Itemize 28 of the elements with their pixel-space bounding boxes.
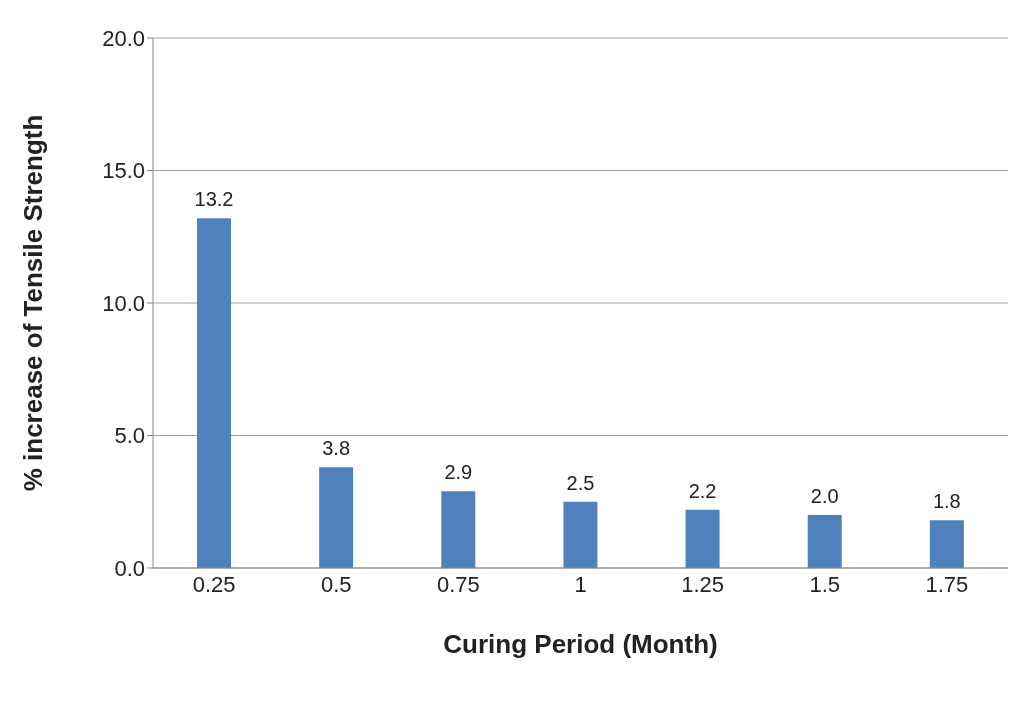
data-label: 2.9 <box>444 461 473 484</box>
x-tick-label: 1.75 <box>925 571 969 597</box>
bar <box>197 218 231 568</box>
x-axis-title: Curing Period (Month) <box>443 629 718 659</box>
y-tick-label: 15.0 <box>102 158 145 184</box>
bar <box>685 509 720 568</box>
bar <box>807 515 842 568</box>
x-tick-label: 1.5 <box>809 571 841 597</box>
bar <box>563 501 598 568</box>
bar <box>441 491 476 568</box>
x-tick-label: 0.25 <box>192 571 236 597</box>
data-label: 2.0 <box>810 485 839 507</box>
y-tick-label: 20.0 <box>102 25 145 51</box>
y-tick-label: 5.0 <box>114 423 145 449</box>
y-tick-label: 0.0 <box>114 555 145 581</box>
data-label: 13.2 <box>194 188 234 211</box>
x-tick-label: 0.75 <box>436 571 480 597</box>
y-tick-label: 10.0 <box>102 290 145 316</box>
x-tick-label: 1.25 <box>681 571 725 597</box>
data-label: 3.8 <box>322 437 351 460</box>
x-tick-label: 0.5 <box>320 571 352 597</box>
x-tick-label: 1 <box>574 571 587 597</box>
bar <box>929 520 964 568</box>
bar <box>319 467 354 568</box>
data-label: 1.8 <box>932 490 961 513</box>
data-label: 2.2 <box>688 479 717 502</box>
y-axis-title: % increase of Tensile Strength <box>18 114 49 492</box>
data-label: 2.5 <box>566 471 595 494</box>
